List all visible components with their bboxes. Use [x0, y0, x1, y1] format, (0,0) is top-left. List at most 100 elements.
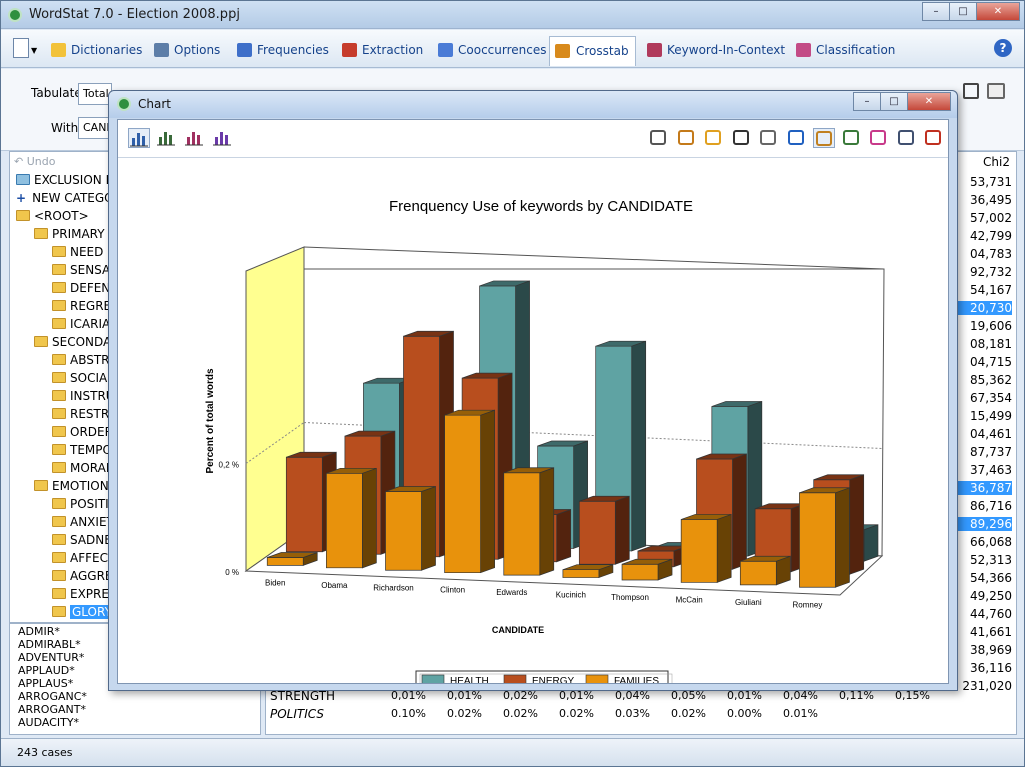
chi2-cell[interactable]: 52,313 [970, 553, 1012, 567]
chi2-cell[interactable]: 38,969 [970, 643, 1012, 657]
table-cell[interactable]: 0,05% [671, 689, 706, 702]
table-cell[interactable]: 0,15% [895, 689, 930, 702]
tree-item[interactable]: REGRES [52, 299, 119, 317]
bar-chart-icon[interactable] [128, 128, 150, 148]
chi2-cell[interactable]: 87,737 [970, 445, 1012, 459]
chi2-cell[interactable]: 57,002 [970, 211, 1012, 225]
tree-item[interactable]: SENSAT [52, 263, 117, 281]
chi2-cell[interactable]: 66,068 [970, 535, 1012, 549]
print-icon[interactable] [758, 128, 780, 148]
save-icon[interactable] [963, 83, 979, 99]
edit-icon[interactable] [841, 128, 863, 148]
tree-item[interactable]: ORDER [52, 425, 113, 443]
exit-icon[interactable] [923, 128, 945, 148]
chart-minimize-button[interactable]: – [853, 92, 881, 111]
chi2-cell[interactable]: 89,296 [948, 517, 1012, 531]
table-cell[interactable]: 0,02% [503, 689, 538, 702]
table-cell[interactable]: 0,04% [615, 689, 650, 702]
list-item[interactable]: ADVENTUR* [18, 651, 85, 664]
chi2-cell[interactable]: 04,783 [970, 247, 1012, 261]
maximize-button[interactable]: □ [949, 2, 977, 21]
open-folder-icon[interactable] [703, 128, 725, 148]
print-icon[interactable] [987, 83, 1005, 99]
tree-item[interactable]: ABSTRA [52, 353, 117, 371]
menu-options[interactable]: Options [154, 39, 220, 61]
menu-cooccurrences[interactable]: Cooccurrences [438, 39, 546, 61]
tree-item[interactable]: DEFENS [52, 281, 118, 299]
chi2-cell[interactable]: 04,715 [970, 355, 1012, 369]
chi2-cell[interactable]: 54,366 [970, 571, 1012, 585]
list-item[interactable]: ARROGANT* [18, 703, 86, 716]
tree-item[interactable]: SECONDAR [34, 335, 120, 353]
table-cell[interactable]: 0.00% [727, 707, 762, 720]
zoom-icon[interactable] [786, 128, 808, 148]
chi2-cell[interactable]: 36,116 [970, 661, 1012, 675]
table-cell[interactable]: 0.02% [559, 707, 594, 720]
menu-extraction[interactable]: Extraction [342, 39, 423, 61]
table-cell[interactable]: 0.03% [615, 707, 650, 720]
chi2-column-header[interactable]: Chi2 [983, 155, 1010, 169]
table-cell[interactable]: 0.02% [671, 707, 706, 720]
chi2-cell[interactable]: 44,760 [970, 607, 1012, 621]
text-label-icon[interactable] [648, 128, 670, 148]
chi2-cell[interactable]: 37,463 [970, 463, 1012, 477]
tree-item[interactable]: TEMPO [52, 443, 112, 461]
chi2-cell[interactable]: 49,250 [970, 589, 1012, 603]
list-item[interactable]: APPLAUS* [18, 677, 74, 690]
chi2-cell[interactable]: 86,716 [970, 499, 1012, 513]
save-icon[interactable] [731, 128, 753, 148]
table-cell[interactable]: 0.10% [391, 707, 426, 720]
list-item[interactable]: ADMIRABL* [18, 638, 81, 651]
row-label[interactable]: STRENGTH [270, 689, 336, 703]
menu-classification[interactable]: Classification [796, 39, 895, 61]
chevron-down-icon[interactable]: ▼ [31, 46, 38, 55]
table-cell[interactable]: 0,01% [447, 689, 482, 702]
chart-maximize-button[interactable]: □ [880, 92, 908, 111]
list-item[interactable]: APPLAUD* [18, 664, 75, 677]
chart-close-button[interactable]: ✕ [907, 92, 951, 111]
row-label[interactable]: POLITICS [270, 707, 324, 721]
tree-item[interactable]: PRIMARY [34, 227, 105, 245]
table-cell[interactable]: 0,04% [783, 689, 818, 702]
menu-crosstab[interactable]: Crosstab [549, 36, 636, 66]
camera-icon[interactable] [896, 128, 918, 148]
help-icon[interactable]: ? [994, 39, 1012, 57]
minimize-button[interactable]: – [922, 2, 950, 21]
undo-button[interactable]: ↶ Undo [14, 155, 56, 168]
chi2-cell[interactable]: 04,461 [970, 427, 1012, 441]
table-cell[interactable]: 0,01% [559, 689, 594, 702]
table-cell[interactable]: 0.02% [503, 707, 538, 720]
tree-item[interactable]: ICARIAI [52, 317, 114, 335]
palette-icon[interactable] [868, 128, 890, 148]
table-cell[interactable]: 0,01% [727, 689, 762, 702]
tree-item[interactable]: POSITI [52, 497, 109, 515]
tree-item[interactable]: MORAL [52, 461, 113, 479]
tree-item[interactable]: AGGRES [52, 569, 120, 587]
tree-item[interactable]: SOCIAL [52, 371, 114, 389]
chi2-cell[interactable]: 20,730 [948, 301, 1012, 315]
chi2-cell[interactable]: 08,181 [970, 337, 1012, 351]
chi2-cell[interactable]: 36,787 [948, 481, 1012, 495]
chi2-cell[interactable]: 54,167 [970, 283, 1012, 297]
chi2-cell[interactable]: 53,731 [970, 175, 1012, 189]
tree-item[interactable]: ANXIET [52, 515, 114, 533]
list-item[interactable]: AUDACITY* [18, 716, 80, 729]
export-icon[interactable] [676, 128, 698, 148]
close-button[interactable]: ✕ [976, 2, 1020, 21]
tree-item[interactable]: EXPRES [52, 587, 117, 605]
tree-item[interactable]: NEED [52, 245, 103, 263]
menu-keyword-in-context[interactable]: Keyword-In-Context [647, 39, 785, 61]
chi2-cell[interactable]: 42,799 [970, 229, 1012, 243]
table-cell[interactable]: 0,11% [839, 689, 874, 702]
table-cell[interactable]: 0.01% [783, 707, 818, 720]
tree-item[interactable]: INSTRU [52, 389, 115, 407]
tree-item[interactable]: EMOTIONS [34, 479, 116, 497]
chi2-cell[interactable]: 19,606 [970, 319, 1012, 333]
3d-toggle-icon[interactable] [813, 128, 835, 148]
tree-item[interactable]: RESTRA [52, 407, 117, 425]
tree-item[interactable]: EXCLUSION LI [16, 173, 116, 191]
tree-item[interactable]: SADNES [52, 533, 119, 551]
with-select[interactable]: CAND [78, 117, 112, 139]
tree-item[interactable]: + NEW CATEGO [16, 191, 114, 209]
list-item[interactable]: ADMIR* [18, 625, 60, 638]
